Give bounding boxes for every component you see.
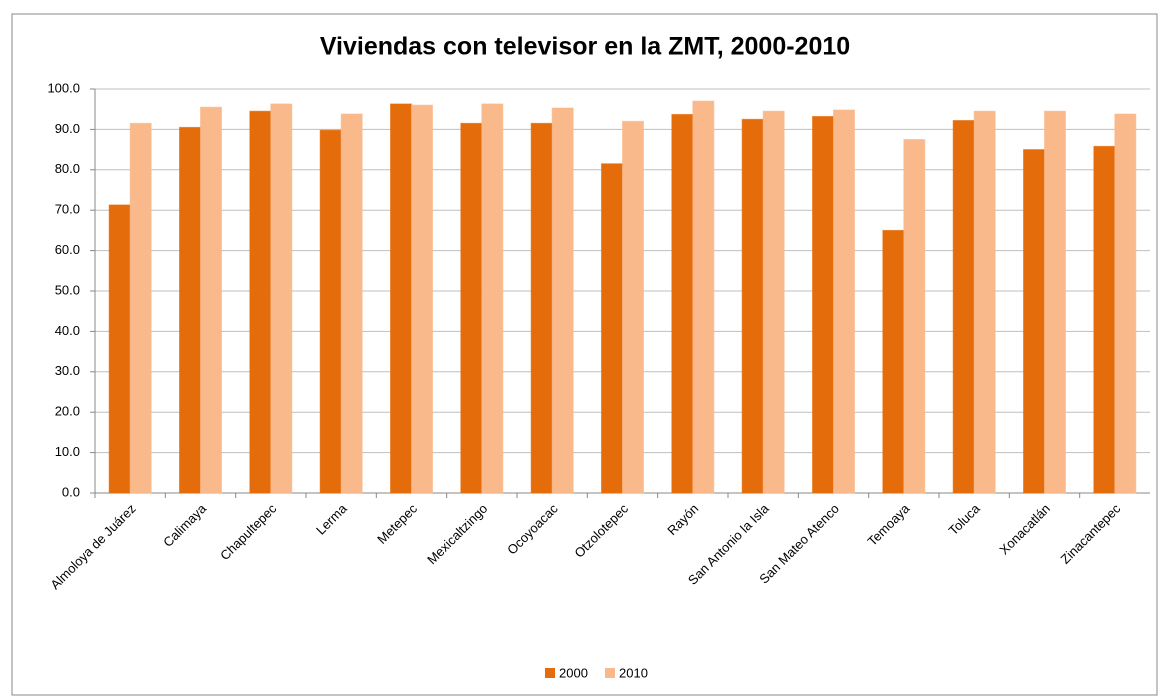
bar xyxy=(1093,145,1116,494)
bar xyxy=(622,120,644,494)
bar xyxy=(671,113,694,494)
bar xyxy=(601,163,623,494)
legend-swatch xyxy=(545,668,555,678)
bar xyxy=(741,118,764,494)
bar xyxy=(1114,113,1137,494)
y-tick-label: 50.0 xyxy=(55,282,80,297)
bar xyxy=(812,115,834,494)
bar xyxy=(882,229,905,494)
bar xyxy=(129,122,152,494)
bar xyxy=(481,103,504,494)
y-tick-label: 40.0 xyxy=(55,323,80,338)
y-tick-label: 70.0 xyxy=(55,202,80,217)
bar xyxy=(1023,149,1045,494)
legend-label: 2000 xyxy=(559,665,588,680)
bar xyxy=(411,104,433,494)
bar xyxy=(952,120,975,494)
bar xyxy=(551,107,574,494)
y-tick-label: 100.0 xyxy=(47,80,80,95)
bar xyxy=(249,110,272,494)
bar xyxy=(200,106,222,494)
y-tick-label: 20.0 xyxy=(55,404,80,419)
bar xyxy=(108,204,131,494)
y-tick-label: 30.0 xyxy=(55,363,80,378)
bar xyxy=(340,113,363,494)
bar xyxy=(762,110,785,494)
bar xyxy=(460,122,483,494)
y-tick-label: 0.0 xyxy=(62,484,80,499)
bar xyxy=(179,126,201,494)
legend-swatch xyxy=(605,668,615,678)
bar xyxy=(1044,110,1066,494)
bar xyxy=(270,103,293,494)
bar xyxy=(530,122,553,494)
legend-label: 2010 xyxy=(619,665,648,680)
bar xyxy=(973,110,996,494)
bar xyxy=(390,103,412,494)
y-tick-label: 60.0 xyxy=(55,242,80,257)
chart-title: Viviendas con televisor en la ZMT, 2000-… xyxy=(320,33,850,61)
y-tick-label: 10.0 xyxy=(55,444,80,459)
bar xyxy=(903,139,926,494)
bar xyxy=(319,129,342,494)
y-tick-label: 80.0 xyxy=(55,161,80,176)
bar xyxy=(833,109,855,494)
y-tick-label: 90.0 xyxy=(55,121,80,136)
bar xyxy=(692,100,715,494)
